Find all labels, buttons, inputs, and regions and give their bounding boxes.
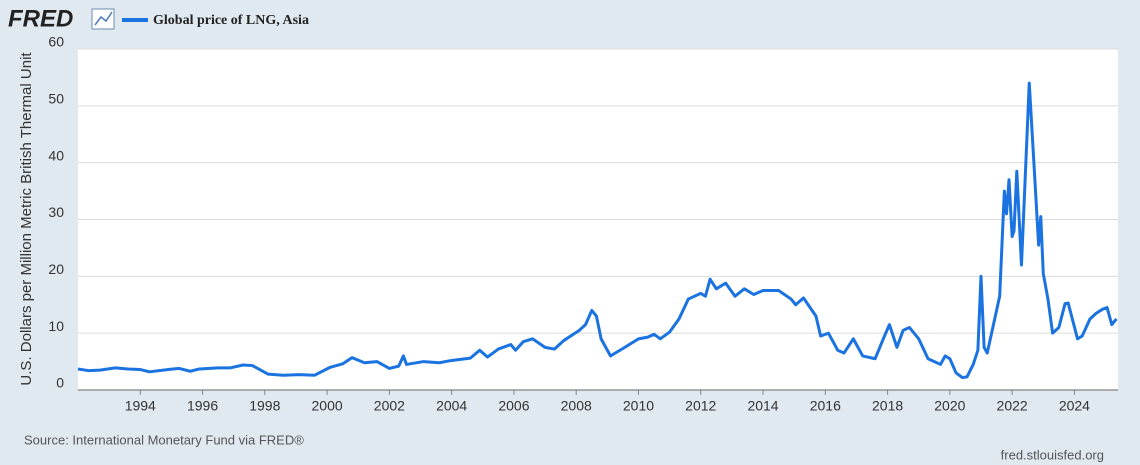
- x-tick-label: 2012: [685, 398, 716, 414]
- y-axis-label: U.S. Dollars per Million Metric British …: [18, 52, 35, 386]
- source: Source: International Monetary Fund via …: [24, 432, 304, 447]
- y-tick-label: 50: [48, 91, 64, 107]
- x-tick-label: 2008: [561, 398, 592, 414]
- x-tick-label: 1994: [125, 398, 156, 414]
- logo-icon: [91, 8, 115, 30]
- data-line: [77, 81, 1118, 379]
- y-tick-label: 10: [48, 318, 64, 334]
- y-tick-label: 60: [48, 34, 64, 50]
- x-tick-label: 2006: [498, 398, 529, 414]
- y-tick-label: 40: [48, 147, 64, 163]
- x-tick-label: 2010: [623, 398, 654, 414]
- url: fred.stlouisfed.org: [1001, 447, 1104, 462]
- x-tick-label: 1996: [187, 398, 218, 414]
- x-tick-label: 2020: [934, 398, 965, 414]
- x-tick-label: 2000: [312, 398, 343, 414]
- x-tick-label: 2022: [997, 398, 1028, 414]
- x-tick-label: 1998: [249, 398, 280, 414]
- legend-label: Global price of LNG, Asia: [153, 13, 309, 28]
- y-tick-label: 30: [48, 204, 64, 220]
- x-tick-label: 2018: [872, 398, 903, 414]
- logo: FRED: [8, 5, 73, 32]
- y-tick-label: 20: [48, 261, 64, 277]
- y-tick-label: 0: [56, 375, 64, 391]
- x-tick-label: 2016: [810, 398, 841, 414]
- x-tick-label: 2004: [436, 398, 467, 414]
- x-tick-label: 2014: [747, 398, 778, 414]
- x-tick-label: 2024: [1059, 398, 1090, 414]
- x-tick-label: 2002: [374, 398, 405, 414]
